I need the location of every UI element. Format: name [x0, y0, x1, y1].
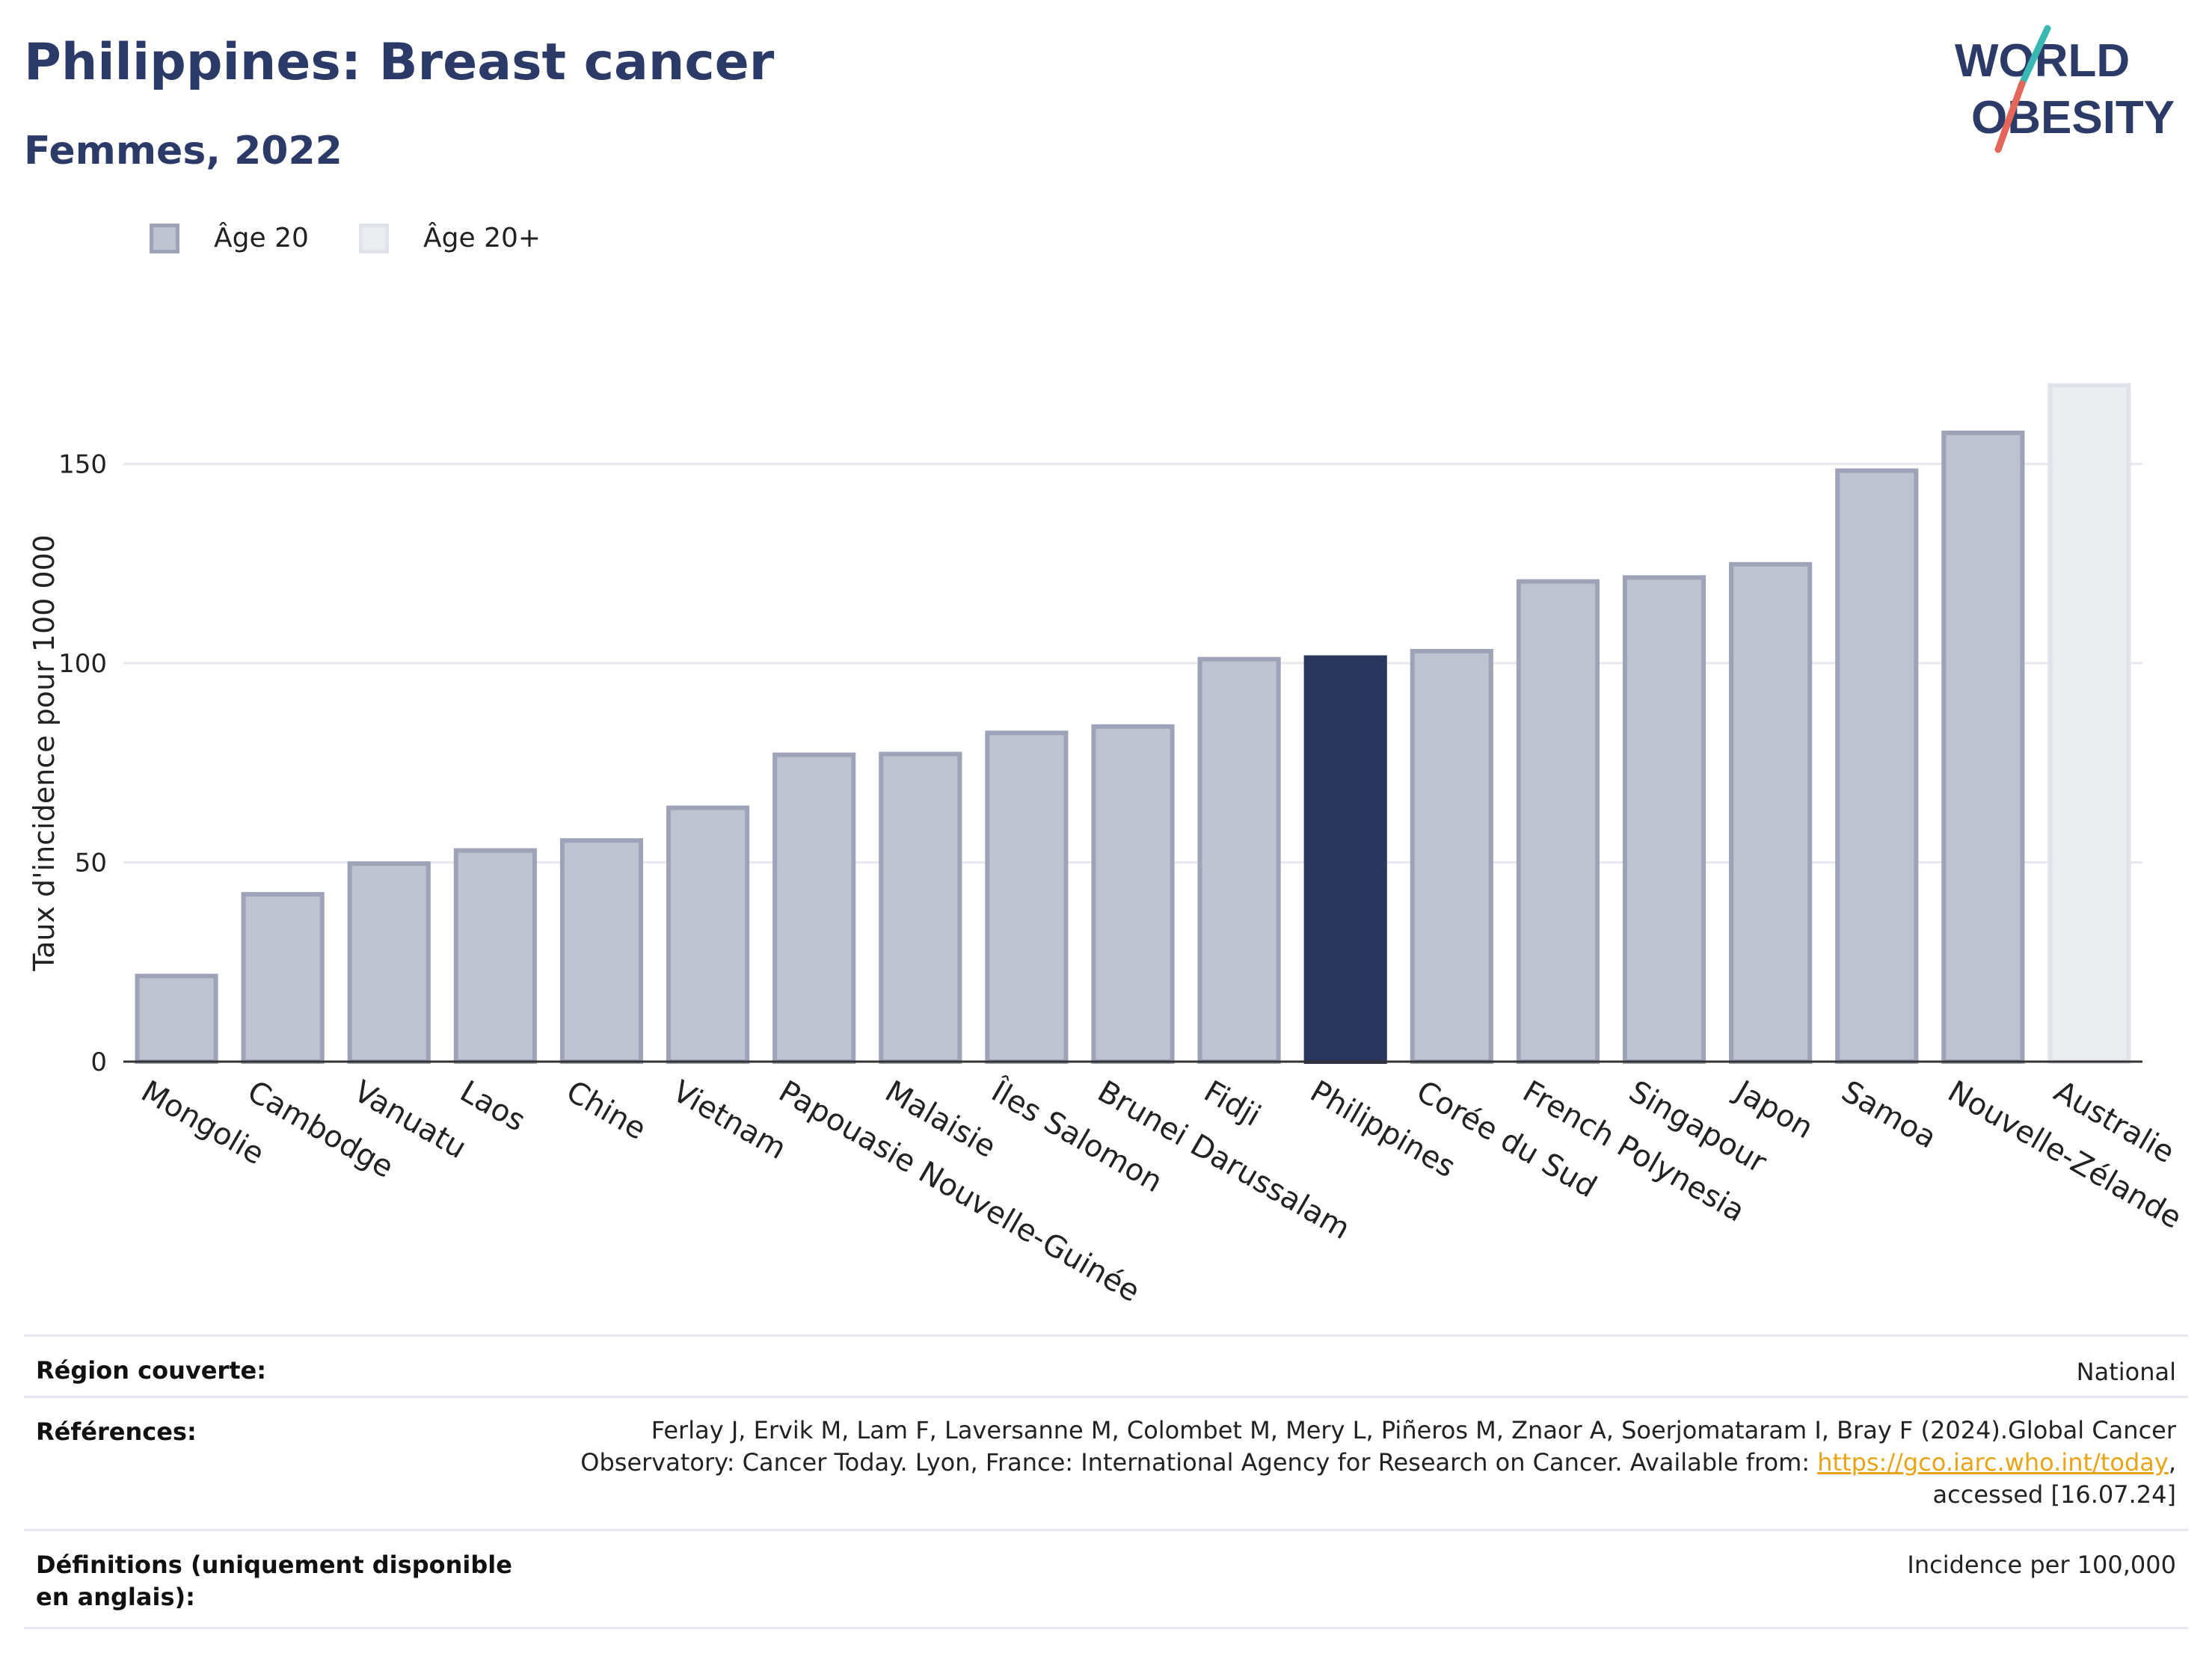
y-tick-labels: 0 50 100 150 [58, 450, 107, 1078]
bar-cor-e-du-sud[interactable] [1410, 649, 1493, 1064]
x-tick-label: Samoa [1836, 1074, 1942, 1156]
world-obesity-logo: WORLD OBESITY [1955, 25, 2175, 153]
legend-item-age20plus[interactable]: Âge 20+ [359, 223, 541, 253]
footer-row-references: Références: Ferlay J, Ervik M, Lam F, La… [24, 1396, 2188, 1518]
references-line2-end: , [2168, 1448, 2176, 1477]
region-value: National [2076, 1358, 2176, 1386]
region-label: Région couverte: [36, 1356, 266, 1385]
x-tick-label: Chine [560, 1074, 651, 1147]
y-axis-label: Taux d'incidence pour 100 000 [28, 535, 61, 972]
bar-fidji[interactable] [1197, 656, 1281, 1065]
x-tick-label: Îles Salomon [985, 1073, 1169, 1200]
bar-nouvelle-z-lande[interactable] [1941, 430, 2025, 1064]
y-tick-label: 50 [75, 849, 107, 878]
definitions-value: Incidence per 100,000 [1907, 1551, 2176, 1579]
bar-mongolie[interactable] [135, 973, 218, 1065]
bar-vietnam[interactable] [666, 805, 750, 1064]
bar-singapour[interactable] [1622, 575, 1706, 1064]
bar-french-polynesia[interactable] [1516, 579, 1600, 1064]
bar-samoa[interactable] [1835, 468, 1919, 1065]
bar-chine[interactable] [559, 838, 644, 1064]
legend-label-age20: Âge 20 [214, 223, 309, 253]
x-tick-label: Laos [454, 1074, 531, 1139]
bar-vanuatu[interactable] [347, 861, 431, 1064]
bar-philippines[interactable] [1303, 655, 1387, 1064]
x-tick-label: Corée du Sud [1410, 1074, 1602, 1205]
references-label: Références: [36, 1418, 197, 1446]
references-line2: Observatory: Cancer Today. Lyon, France:… [580, 1447, 2176, 1479]
references-line2-text: Observatory: Cancer Today. Lyon, France:… [580, 1448, 1818, 1477]
bar-cambodge[interactable] [241, 892, 325, 1065]
bar-malaisie[interactable] [879, 751, 962, 1064]
legend-label-age20plus: Âge 20+ [423, 223, 541, 253]
legend-swatch-age20plus [359, 223, 389, 253]
bar--les-salomon[interactable] [985, 730, 1069, 1065]
y-tick-label: 0 [90, 1047, 107, 1077]
legend-item-age20[interactable]: Âge 20 [150, 223, 309, 253]
references-line1: Ferlay J, Ervik M, Lam F, Laversanne M, … [651, 1416, 2176, 1444]
info-footer: Région couverte: National Références: Fe… [24, 1335, 2188, 1641]
bar-australie[interactable] [2047, 383, 2131, 1064]
chart-title: Philippines: Breast cancer [24, 33, 775, 92]
bar-papouasie-nouvelle-guin-e[interactable] [772, 752, 856, 1065]
x-tick-label: Papouasie Nouvelle-Guinée [773, 1074, 1146, 1309]
chart-subtitle: Femmes, 2022 [24, 129, 342, 173]
footer-row-region: Région couverte: National [24, 1335, 2188, 1398]
y-tick-label: 150 [58, 450, 107, 480]
y-tick-label: 100 [58, 649, 107, 679]
footer-row-definitions: Définitions (uniquement disponible en an… [24, 1529, 2188, 1629]
bar-brunei-darussalam[interactable] [1091, 724, 1175, 1064]
legend-swatch-age20 [150, 223, 179, 253]
x-tick-label: Fidji [1198, 1074, 1266, 1133]
references-value: Ferlay J, Ervik M, Lam F, Laversanne M, … [580, 1415, 2176, 1512]
references-link[interactable]: https://gco.iarc.who.int/today [1817, 1448, 2169, 1477]
bar-japon[interactable] [1729, 561, 1813, 1065]
x-tick-label: Vietnam [667, 1074, 792, 1166]
definitions-label: Définitions (uniquement disponible en an… [36, 1551, 512, 1612]
bar-laos[interactable] [453, 848, 537, 1064]
references-line3: accessed [16.07.24] [1932, 1480, 2176, 1509]
bars [135, 383, 2131, 1065]
